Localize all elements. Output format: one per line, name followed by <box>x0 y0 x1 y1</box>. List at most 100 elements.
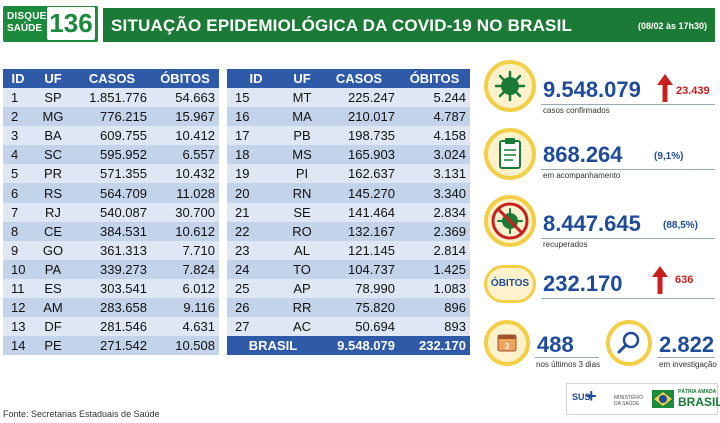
row-cases: 165.903 <box>319 145 399 165</box>
row-uf: MS <box>285 145 319 165</box>
states-table-left: ID UF CASOS ÓBITOS 1 SP 1.851.776 54.663 2 MG… <box>3 69 219 356</box>
row-uf: AP <box>285 278 319 299</box>
row-uf: RS <box>33 183 73 203</box>
row-id: 16 <box>227 107 285 127</box>
row-cases: 75.820 <box>319 298 399 318</box>
table-row: 7 RJ 540.087 30.700 <box>3 202 219 222</box>
table-row: 5 PR 571.355 10.432 <box>3 164 219 184</box>
confirmed-delta: 23.439 <box>676 85 710 97</box>
brazil-flag-icon <box>652 390 674 408</box>
table-row: 14 PE 271.542 10.508 <box>3 336 219 356</box>
row-uf: SP <box>33 88 73 108</box>
row-id: 24 <box>227 259 285 279</box>
table-row: 13 DF 281.546 4.631 <box>3 317 219 337</box>
magnifier-icon <box>606 320 652 366</box>
divider <box>541 104 715 105</box>
row-cases: 198.735 <box>319 126 399 146</box>
row-id: 5 <box>3 164 33 184</box>
row-id: 21 <box>227 202 285 222</box>
row-cases: 776.215 <box>73 107 151 127</box>
table-row: 16 MA 210.017 4.787 <box>227 107 470 127</box>
row-uf: BA <box>33 126 73 146</box>
row-uf: GO <box>33 240 73 260</box>
row-id: 19 <box>227 164 285 184</box>
disque-saude-logo: DISQUE SAÚDE 136 <box>3 6 98 42</box>
row-id: 6 <box>3 183 33 203</box>
patria-amada-text: PÁTRIA AMADA <box>678 389 717 395</box>
row-deaths: 4.158 <box>399 126 470 146</box>
divider <box>541 169 715 170</box>
investigation-value: 2.822 <box>659 332 715 357</box>
row-cases: 283.658 <box>73 298 151 318</box>
row-cases: 78.990 <box>319 278 399 299</box>
logo-line1: DISQUE <box>7 11 47 22</box>
row-cases: 141.464 <box>319 202 399 222</box>
row-id: 18 <box>227 145 285 165</box>
table-row: 9 GO 361.313 7.710 <box>3 240 219 260</box>
recovered-value: 8.447.645 <box>543 211 641 236</box>
sus-logo: SUS <box>572 392 591 402</box>
row-deaths: 2.814 <box>399 240 470 260</box>
monitoring-pct: (9,1%) <box>654 151 684 162</box>
row-id: 1 <box>3 88 33 108</box>
row-id: 15 <box>227 88 285 108</box>
row-uf: RO <box>285 221 319 241</box>
plus-icon: + <box>586 386 597 406</box>
row-uf: PE <box>33 336 73 356</box>
row-deaths: 9.116 <box>151 298 219 318</box>
table-row: 17 PB 198.735 4.158 <box>227 126 470 146</box>
row-uf: MT <box>285 88 319 108</box>
row-cases: 104.737 <box>319 259 399 279</box>
row-uf: CE <box>33 221 73 241</box>
row-deaths: 3.340 <box>399 183 470 203</box>
table-row: 20 RN 145.270 3.340 <box>227 183 470 203</box>
row-id: 4 <box>3 145 33 165</box>
recent-label: nos últimos 3 dias <box>536 360 601 369</box>
row-deaths: 10.508 <box>151 336 219 356</box>
divider <box>541 238 715 239</box>
row-deaths: 10.432 <box>151 164 219 184</box>
total-cases: 9.548.079 <box>319 336 399 356</box>
svg-text:3: 3 <box>505 342 510 351</box>
row-uf: PI <box>285 164 319 184</box>
table-row: 6 RS 564.709 11.028 <box>3 183 219 203</box>
monitoring-label: em acompanhamento <box>543 171 621 180</box>
monitoring-value: 868.264 <box>543 142 623 167</box>
row-deaths: 6.012 <box>151 278 219 299</box>
table-row: 4 SC 595.952 6.557 <box>3 145 219 165</box>
row-deaths: 30.700 <box>151 202 219 222</box>
table-row: 3 BA 609.755 10.412 <box>3 126 219 146</box>
row-deaths: 11.028 <box>151 183 219 203</box>
page-title: SITUAÇÃO EPIDEMIOLÓGICA DA COVID-19 NO B… <box>111 16 573 35</box>
row-cases: 595.952 <box>73 145 151 165</box>
row-id: 26 <box>227 298 285 318</box>
divider <box>535 357 599 358</box>
clipboard-icon <box>484 128 536 180</box>
row-uf: PB <box>285 126 319 146</box>
divider <box>541 298 715 299</box>
col-header-deaths: ÓBITOS <box>399 69 470 88</box>
row-cases: 384.531 <box>73 221 151 241</box>
row-id: 8 <box>3 221 33 241</box>
row-cases: 361.313 <box>73 240 151 260</box>
row-deaths: 896 <box>399 298 470 318</box>
recovered-label: recuperados <box>543 240 588 249</box>
arrow-up-icon <box>657 74 673 102</box>
row-id: 3 <box>3 126 33 146</box>
row-deaths: 5.244 <box>399 88 470 108</box>
row-id: 13 <box>3 317 33 337</box>
states-table-right: ID UF CASOS ÓBITOS 15 MT 225.247 5.244 16 MA 2… <box>227 69 470 356</box>
row-id: 10 <box>3 259 33 279</box>
row-uf: RN <box>285 183 319 203</box>
row-uf: ES <box>33 278 73 299</box>
arrow-up-icon <box>652 266 668 294</box>
table-row: 18 MS 165.903 3.024 <box>227 145 470 165</box>
table-row: 12 AM 283.658 9.116 <box>3 298 219 318</box>
row-id: 23 <box>227 240 285 260</box>
source-note: Fonte: Secretarias Estaduais de Saúde <box>3 409 160 419</box>
table-row: 2 MG 776.215 15.967 <box>3 107 219 127</box>
row-cases: 210.017 <box>319 107 399 127</box>
row-cases: 162.637 <box>319 164 399 184</box>
row-cases: 145.270 <box>319 183 399 203</box>
row-deaths: 1.425 <box>399 259 470 279</box>
